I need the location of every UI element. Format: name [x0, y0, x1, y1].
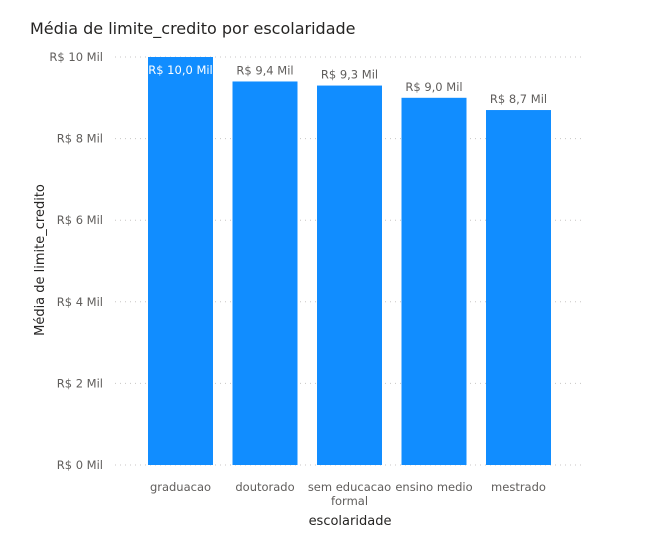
bars	[148, 57, 551, 466]
data-label: R$ 9,3 Mil	[321, 68, 378, 82]
bar-sem-educacao-formal[interactable]	[317, 85, 382, 465]
y-tick-label: R$ 10 Mil	[49, 50, 103, 64]
bar-ensino-medio[interactable]	[401, 97, 467, 466]
x-axis-title: escolaridade	[309, 514, 392, 529]
bar-graduacao[interactable]	[148, 57, 213, 465]
data-label: R$ 8,7 Mil	[490, 92, 547, 106]
x-category-label: doutorado	[235, 480, 294, 494]
y-tick-label: R$ 2 Mil	[57, 376, 103, 390]
y-tick-label: R$ 8 Mil	[57, 132, 103, 146]
y-tick-label: R$ 0 Mil	[57, 458, 103, 472]
data-label: R$ 9,0 Mil	[405, 80, 462, 94]
y-axis-title: Média de limite_credito	[33, 184, 48, 336]
x-category-label: mestrado	[491, 480, 546, 494]
data-labels: R$ 10,0 Mil R$ 9,4 Mil R$ 9,3 Mil R$ 9,0 Mi…	[148, 63, 547, 106]
data-label: R$ 10,0 Mil	[148, 63, 213, 77]
x-category-label: ensino medio	[395, 480, 472, 494]
chart-title: Média de limite_credito por escolaridade	[30, 19, 356, 38]
data-label: R$ 9,4 Mil	[236, 63, 293, 77]
x-category-label: graduacao	[150, 480, 211, 494]
bar-doutorado[interactable]	[232, 81, 298, 465]
y-tick-label: R$ 6 Mil	[57, 213, 103, 227]
y-tick-label: R$ 4 Mil	[57, 295, 103, 309]
bar-mestrado[interactable]	[486, 110, 551, 465]
y-axis-ticks: R$ 0 Mil R$ 2 Mil R$ 4 Mil R$ 6 Mil R$ 8 Mil…	[49, 50, 103, 472]
x-category-label: sem educacao formal	[308, 480, 391, 508]
x-axis-categories: graduacao doutorado sem educacao formal ensi…	[150, 480, 546, 508]
